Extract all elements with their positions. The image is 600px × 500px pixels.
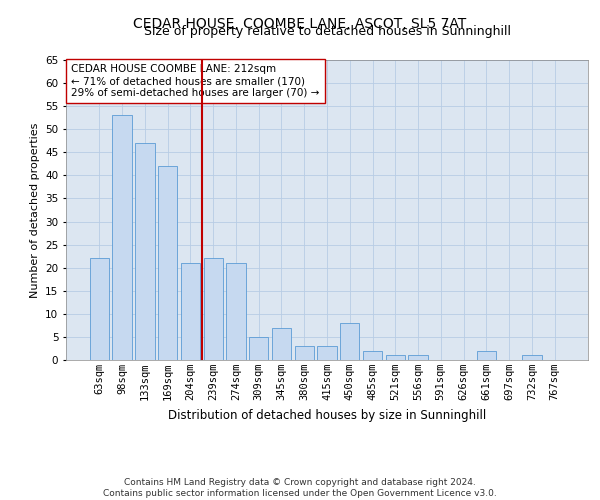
Bar [295,346,314,360]
Bar [386,356,405,360]
Bar [135,143,155,360]
Bar [203,258,223,360]
Bar [112,116,132,360]
Text: CEDAR HOUSE COOMBE LANE: 212sqm
← 71% of detached houses are smaller (170)
29% o: CEDAR HOUSE COOMBE LANE: 212sqm ← 71% of… [71,64,320,98]
Y-axis label: Number of detached properties: Number of detached properties [29,122,40,298]
Bar [476,351,496,360]
Bar [181,263,200,360]
Bar [158,166,178,360]
Title: Size of property relative to detached houses in Sunninghill: Size of property relative to detached ho… [143,25,511,38]
Bar [522,356,542,360]
Bar [317,346,337,360]
Bar [340,323,359,360]
Bar [249,337,268,360]
Text: Contains HM Land Registry data © Crown copyright and database right 2024.
Contai: Contains HM Land Registry data © Crown c… [103,478,497,498]
Bar [90,258,109,360]
Bar [363,351,382,360]
Bar [409,356,428,360]
Bar [272,328,291,360]
X-axis label: Distribution of detached houses by size in Sunninghill: Distribution of detached houses by size … [168,408,486,422]
Bar [226,263,245,360]
Text: CEDAR HOUSE, COOMBE LANE, ASCOT, SL5 7AT: CEDAR HOUSE, COOMBE LANE, ASCOT, SL5 7AT [133,18,467,32]
